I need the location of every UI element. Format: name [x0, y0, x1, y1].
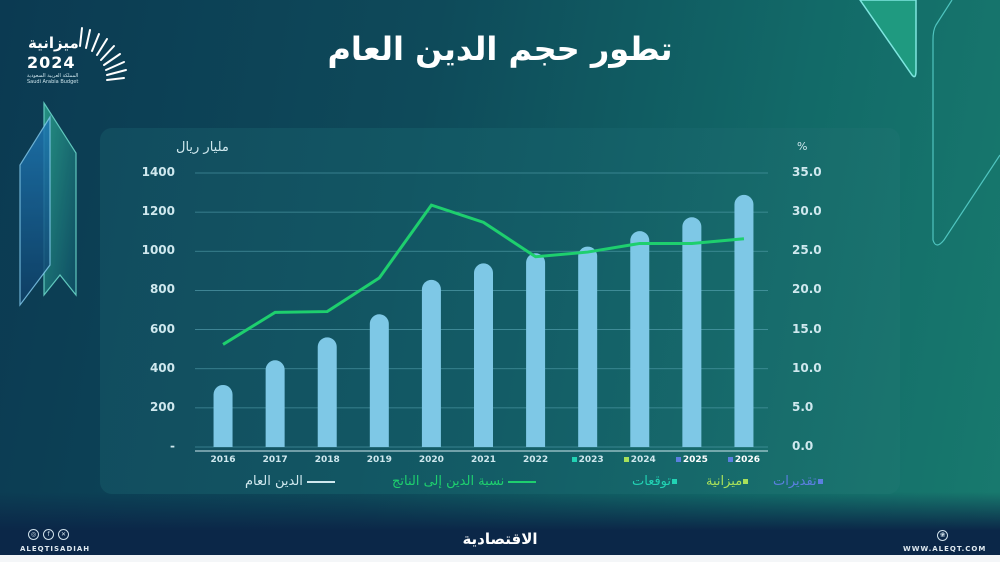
instagram-icon[interactable]: ◎ [28, 529, 39, 540]
social-icons: ◎ f ✕ [28, 529, 69, 540]
legend-estimates-label: تقديرات [773, 474, 817, 489]
debt-bar [526, 253, 546, 447]
debt-bar [474, 263, 493, 447]
page-title: تطور حجم الدين العام [327, 30, 673, 68]
right-tick-label: 15.0 [792, 321, 822, 336]
category-swatch-icon [571, 457, 577, 462]
right-tick-label: 0.0 [792, 439, 814, 453]
debt-bar [317, 337, 337, 447]
x-tick-label: 2025 [662, 455, 722, 465]
left-tick-label: 1000 [141, 243, 175, 258]
x-tick-label: 2021 [470, 455, 497, 465]
right-crystal-decoration-icon [859, 0, 1000, 246]
debt-bar [578, 246, 598, 447]
debt-bar [369, 314, 389, 447]
logo-year: 2024 [27, 53, 76, 72]
category-swatch-icon [623, 457, 629, 462]
debt-bar [630, 231, 650, 447]
web-icon: ❀ [937, 530, 948, 541]
x-tick-label: 2020 [418, 455, 444, 465]
right-tick-label: 10.0 [792, 360, 822, 375]
legend-ratio: نسبة الدين إلى الناتج [392, 474, 537, 489]
legend-debt: الدين العام [245, 474, 335, 489]
debt-bar [682, 217, 702, 447]
x-tick-label: 2026 [714, 455, 774, 465]
chart-panel [100, 128, 900, 494]
x-tick-label: 2023 [558, 455, 618, 465]
right-tick-label: 30.0 [792, 204, 822, 219]
legend-ratio-label: نسبة الدين إلى الناتج [392, 474, 505, 489]
left-tick-label: 400 [149, 360, 175, 375]
right-axis-label: % [797, 140, 808, 153]
legend-estimates-swatch-icon [817, 479, 823, 484]
logo-subtitle-ar: المملكة العربية السعودية [27, 73, 79, 79]
legend-debt-line-icon [306, 480, 335, 483]
left-crystal-decoration-icon [19, 100, 77, 307]
right-tick-label: 5.0 [792, 399, 814, 414]
x-tick-label: 2016 [210, 455, 236, 465]
website-url[interactable]: WWW.ALEQT.COM [903, 545, 987, 553]
left-tick-label: 600 [149, 321, 175, 336]
debt-bar [213, 384, 233, 447]
logo-arabic-text: ميزانية [28, 34, 79, 52]
social-handle: ALEQTISADIAH [20, 545, 91, 553]
x-tick-label: 2024 [610, 455, 670, 465]
bottom-strip [0, 555, 1000, 562]
legend-ratio-line-icon [508, 480, 537, 483]
rays-icon [79, 27, 127, 81]
x-icon[interactable]: ✕ [58, 529, 69, 540]
debt-bar [734, 194, 754, 447]
x-tick-label: 2018 [314, 455, 340, 465]
legend-budget-label: ميزانية [706, 474, 743, 489]
left-tick-label: 1400 [141, 165, 175, 179]
x-tick-label: 2019 [366, 455, 392, 465]
logo-subtitle-en: Saudi Arabia Budget [27, 79, 79, 85]
budget-2024-logo: ميزانية 2024 المملكة العربية السعودية Sa… [22, 24, 127, 85]
legend-forecast-swatch-icon [672, 479, 678, 484]
right-tick-label: 20.0 [792, 282, 822, 297]
legend-forecast: توقعات [632, 474, 678, 489]
category-swatch-icon [727, 457, 733, 462]
debt-bar [421, 279, 441, 447]
brand-logo: الاقتصادية [462, 530, 538, 548]
left-tick-label: 800 [149, 282, 175, 297]
left-tick-label: - [170, 439, 175, 453]
left-axis-label: مليار ريال [176, 140, 229, 155]
left-tick-label: 1200 [141, 204, 175, 219]
x-tick-label: 2017 [262, 455, 288, 465]
facebook-icon[interactable]: f [43, 529, 54, 540]
debt-ratio-line [222, 203, 745, 346]
legend-estimates: تقديرات [773, 474, 823, 489]
category-swatch-icon [675, 457, 681, 462]
legend-debt-label: الدين العام [245, 474, 303, 489]
debt-bar [265, 360, 285, 447]
logo-subtitle: المملكة العربية السعودية Saudi Arabia Bu… [27, 73, 87, 85]
footer-band [0, 492, 1000, 562]
right-tick-label: 25.0 [792, 243, 822, 258]
legend-forecast-label: توقعات [632, 474, 672, 489]
x-tick-label: 2022 [523, 455, 549, 465]
right-tick-label: 35.0 [792, 165, 822, 179]
legend-budget: ميزانية [706, 474, 749, 489]
legend-budget-swatch-icon [743, 479, 749, 484]
left-tick-label: 200 [149, 399, 175, 414]
